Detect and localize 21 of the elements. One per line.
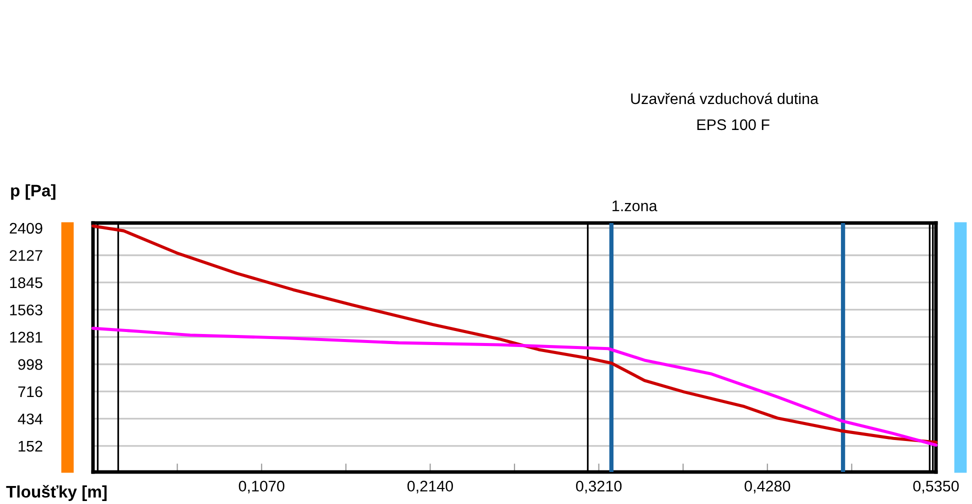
y-tick-label: 1281: [10, 332, 42, 343]
line-series: [91, 326, 938, 447]
y-tick-label: 2409: [10, 222, 42, 234]
y-tick-label: 998: [18, 359, 42, 370]
ref-line-label: 1.zona: [612, 200, 658, 212]
y-tick-label: 716: [18, 386, 42, 398]
y-tick-label: 1563: [10, 304, 42, 316]
text: Uzavřená vzduchová dutina: [631, 92, 819, 104]
x-tick-label: 0,4280: [744, 480, 790, 494]
y-tick-label: 1845: [10, 277, 42, 288]
y-axis-title: p [Pa]: [11, 184, 56, 200]
x-tick-label: 0,1070: [238, 480, 284, 494]
text: EPS 100 F: [697, 119, 770, 130]
x-axis-title: Tloušťky [m]: [6, 485, 107, 501]
y-tick-label: 2127: [10, 250, 42, 261]
y-tick-label: 152: [18, 440, 42, 452]
x-tick-label: 0,2140: [407, 480, 453, 494]
line-series: [91, 224, 938, 444]
x-tick-label: 0,5350: [913, 480, 959, 494]
y-tick-label: 434: [18, 414, 43, 424]
x-tick-label: 0,3210: [576, 480, 622, 494]
